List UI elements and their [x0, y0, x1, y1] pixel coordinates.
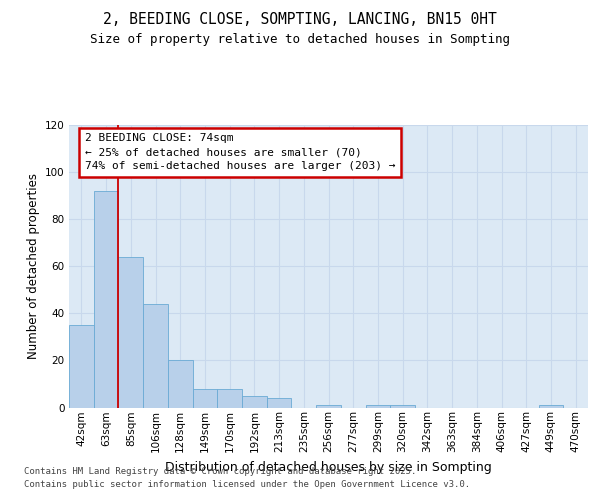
Bar — [94, 191, 118, 408]
Bar — [365, 405, 390, 407]
Bar — [316, 405, 341, 407]
Text: 2, BEEDING CLOSE, SOMPTING, LANCING, BN15 0HT: 2, BEEDING CLOSE, SOMPTING, LANCING, BN1… — [103, 12, 497, 28]
Bar — [267, 398, 292, 407]
Bar — [118, 257, 143, 408]
Bar — [217, 388, 242, 407]
Text: 2 BEEDING CLOSE: 74sqm
← 25% of detached houses are smaller (70)
74% of semi-det: 2 BEEDING CLOSE: 74sqm ← 25% of detached… — [85, 134, 395, 172]
Text: Contains public sector information licensed under the Open Government Licence v3: Contains public sector information licen… — [24, 480, 470, 489]
Bar — [143, 304, 168, 408]
X-axis label: Distribution of detached houses by size in Sompting: Distribution of detached houses by size … — [165, 460, 492, 473]
Bar — [69, 325, 94, 407]
Y-axis label: Number of detached properties: Number of detached properties — [26, 174, 40, 359]
Text: Contains HM Land Registry data © Crown copyright and database right 2025.: Contains HM Land Registry data © Crown c… — [24, 468, 416, 476]
Bar — [242, 396, 267, 407]
Bar — [168, 360, 193, 408]
Text: Size of property relative to detached houses in Sompting: Size of property relative to detached ho… — [90, 32, 510, 46]
Bar — [193, 388, 217, 407]
Bar — [390, 405, 415, 407]
Bar — [539, 405, 563, 407]
